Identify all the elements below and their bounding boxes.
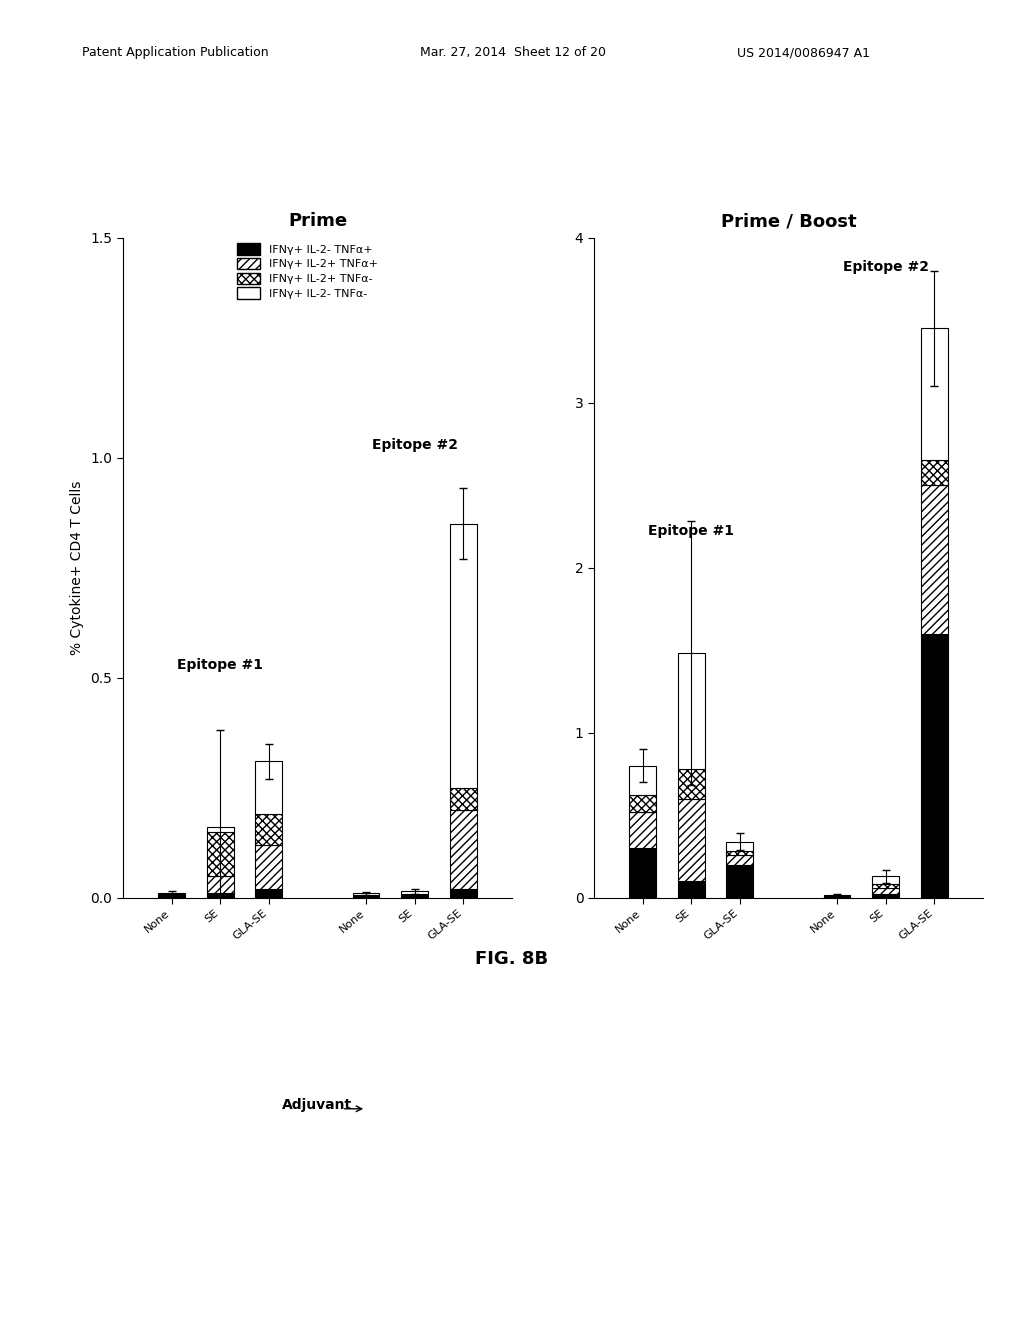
Bar	[872, 887, 899, 895]
Bar	[872, 876, 899, 884]
Bar	[207, 894, 233, 898]
Bar	[921, 461, 948, 484]
Bar	[726, 865, 754, 898]
Bar	[678, 653, 705, 768]
Bar	[207, 832, 233, 875]
Bar	[450, 809, 477, 888]
Text: Adjuvant: Adjuvant	[283, 1098, 352, 1111]
Bar	[921, 634, 948, 898]
Bar	[207, 875, 233, 894]
Bar	[921, 329, 948, 461]
Bar	[629, 847, 656, 898]
Bar	[921, 484, 948, 634]
Bar	[450, 888, 477, 898]
Title: Prime / Boost: Prime / Boost	[721, 213, 856, 231]
Bar	[629, 766, 656, 795]
Bar	[255, 888, 283, 898]
Bar	[401, 891, 428, 894]
Bar	[255, 814, 283, 845]
Y-axis label: % Cytokine+ CD4 T Cells: % Cytokine+ CD4 T Cells	[70, 480, 84, 655]
Bar	[158, 895, 185, 898]
Bar	[872, 884, 899, 887]
Bar	[207, 828, 233, 832]
Bar	[726, 851, 754, 855]
Text: Epitope #1: Epitope #1	[648, 524, 734, 537]
Bar	[401, 895, 428, 896]
Text: US 2014/0086947 A1: US 2014/0086947 A1	[737, 46, 870, 59]
Bar	[255, 762, 283, 814]
Bar	[629, 812, 656, 847]
Bar	[678, 768, 705, 799]
Text: Epitope #1: Epitope #1	[177, 657, 263, 672]
Bar	[678, 799, 705, 882]
Text: Epitope #2: Epitope #2	[372, 438, 458, 451]
Bar	[726, 842, 754, 851]
Bar	[352, 894, 380, 895]
Bar	[450, 788, 477, 809]
Bar	[726, 855, 754, 865]
Title: Prime: Prime	[288, 213, 347, 231]
Text: Mar. 27, 2014  Sheet 12 of 20: Mar. 27, 2014 Sheet 12 of 20	[420, 46, 606, 59]
Bar	[629, 795, 656, 812]
Bar	[678, 882, 705, 898]
Text: FIG. 8B: FIG. 8B	[475, 949, 549, 968]
Legend: IFNγ+ IL-2- TNFα+, IFNγ+ IL-2+ TNFα+, IFNγ+ IL-2+ TNFα-, IFNγ+ IL-2- TNFα-: IFNγ+ IL-2- TNFα+, IFNγ+ IL-2+ TNFα+, IF…	[238, 243, 378, 298]
Text: Epitope #2: Epitope #2	[843, 260, 929, 273]
Bar	[255, 845, 283, 888]
Bar	[450, 524, 477, 788]
Bar	[158, 892, 185, 894]
Text: Patent Application Publication: Patent Application Publication	[82, 46, 268, 59]
Bar	[872, 895, 899, 898]
